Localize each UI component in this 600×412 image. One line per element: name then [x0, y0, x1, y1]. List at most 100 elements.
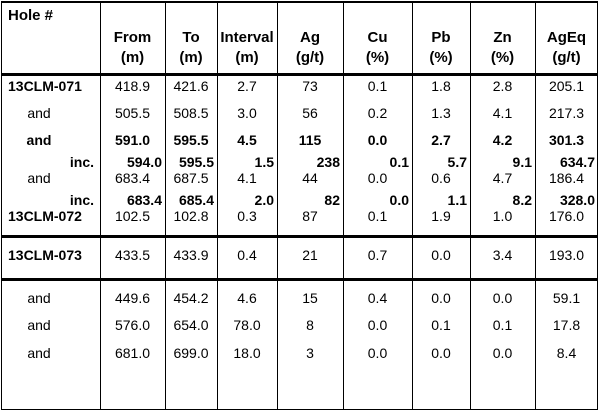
cell-ag: 3 [306, 345, 314, 361]
cell-from: 683.4 [114, 170, 151, 186]
cell-ag: 238 [316, 154, 340, 170]
cell-zn: 3.4 [492, 247, 513, 263]
header-unit: (m) [179, 49, 203, 66]
cell-pb: 0.0 [431, 345, 451, 361]
cell-zn: 8.2 [512, 192, 532, 208]
column-divider [343, 2, 344, 409]
cell-hole: 13CLM-072 [8, 208, 82, 224]
cell-cu: 0.7 [367, 247, 388, 263]
cell-ageq: 205.1 [548, 78, 585, 94]
cell-pb: 0.0 [431, 247, 451, 263]
cell-interval: 3.0 [237, 105, 257, 121]
cell-zn: 0.0 [492, 345, 513, 361]
cell-cu: 0.0 [367, 317, 388, 333]
cell-to: 595.5 [178, 154, 214, 170]
cell-ag: 82 [324, 192, 340, 208]
cell-cu: 0.1 [389, 154, 409, 170]
cell-ageq: 59.1 [552, 290, 581, 306]
column-divider [217, 2, 218, 409]
cell-hole: and [27, 290, 51, 306]
cell-cu: 0.0 [367, 132, 388, 148]
cell-cu: 0.1 [367, 78, 388, 94]
row-divider [2, 278, 597, 281]
header-unit: (m) [235, 49, 259, 66]
cell-to: 508.5 [173, 105, 209, 121]
cell-hole: and [27, 105, 51, 121]
column-header-from: From (m) [100, 28, 165, 68]
cell-cu: 0.0 [389, 192, 409, 208]
header-label: Hole # [8, 7, 54, 24]
cell-ag: 115 [298, 132, 322, 148]
cell-pb: 0.0 [431, 290, 451, 306]
cell-pb: 1.3 [431, 105, 451, 121]
column-divider [100, 2, 101, 409]
cell-hole: inc. [69, 154, 94, 170]
cell-hole: and [27, 345, 51, 361]
cell-ageq: 328.0 [559, 192, 595, 208]
cell-pb: 1.8 [431, 78, 451, 94]
cell-from: 591.0 [114, 132, 151, 148]
cell-hole: and [27, 170, 51, 186]
header-unit: (%) [365, 49, 390, 66]
cell-ageq: 634.7 [559, 154, 595, 170]
cell-zn: 2.8 [492, 78, 513, 94]
cell-to: 699.0 [173, 345, 209, 361]
cell-interval: 4.1 [237, 170, 257, 186]
row-divider [2, 2, 597, 3]
cell-pb: 0.1 [431, 317, 451, 333]
header-label: Interval [220, 29, 274, 46]
header-label: Cu [367, 29, 388, 46]
header-unit: (%) [429, 49, 453, 66]
cell-interval: 2.7 [237, 78, 257, 94]
cell-from: 102.5 [114, 208, 151, 224]
cell-zn: 4.7 [492, 170, 513, 186]
column-divider [470, 2, 471, 409]
cell-interval: 78.0 [233, 317, 261, 333]
column-header-to: To (m) [165, 28, 217, 68]
row-divider [2, 73, 597, 76]
cell-ag: 73 [302, 78, 318, 94]
header-label: Zn [493, 29, 512, 46]
cell-interval: 0.4 [237, 247, 257, 263]
cell-to: 595.5 [173, 132, 209, 148]
cell-to: 102.8 [173, 208, 209, 224]
cell-from: 449.6 [114, 290, 151, 306]
cell-from: 433.5 [114, 247, 151, 263]
cell-ag: 87 [302, 208, 318, 224]
cell-hole: and [26, 132, 52, 148]
cell-ageq: 8.4 [556, 345, 577, 361]
cell-pb: 5.7 [447, 154, 467, 170]
header-unit: (g/t) [552, 49, 581, 66]
cell-ageq: 186.4 [548, 170, 585, 186]
cell-interval: 1.5 [254, 154, 274, 170]
header-label: From [113, 29, 152, 46]
cell-to: 433.9 [173, 247, 209, 263]
cell-ag: 44 [302, 170, 318, 186]
cell-hole: 13CLM-073 [8, 247, 82, 263]
column-header-ageq: AgEq (g/t) [535, 28, 598, 68]
column-header-hole: Hole # [8, 6, 100, 26]
cell-ag: 8 [306, 317, 314, 333]
column-header-interval: Interval (m) [217, 28, 277, 68]
cell-to: 687.5 [173, 170, 209, 186]
cell-cu: 0.1 [367, 208, 388, 224]
cell-from: 683.4 [126, 192, 162, 208]
row-divider [2, 235, 597, 238]
cell-zn: 4.1 [492, 105, 513, 121]
cell-cu: 0.0 [367, 345, 388, 361]
cell-to: 454.2 [173, 290, 209, 306]
cell-ag: 21 [302, 247, 318, 263]
cell-to: 654.0 [173, 317, 209, 333]
column-header-zn: Zn (%) [470, 28, 535, 68]
column-divider [535, 2, 536, 409]
column-header-cu: Cu (%) [343, 28, 412, 68]
cell-hole: and [27, 317, 51, 333]
cell-interval: 2.0 [254, 192, 274, 208]
cell-from: 576.0 [114, 317, 151, 333]
cell-pb: 0.6 [431, 170, 451, 186]
cell-ageq: 301.3 [548, 132, 585, 148]
cell-interval: 0.3 [237, 208, 257, 224]
cell-ageq: 217.3 [548, 105, 585, 121]
cell-ageq: 193.0 [548, 247, 585, 263]
